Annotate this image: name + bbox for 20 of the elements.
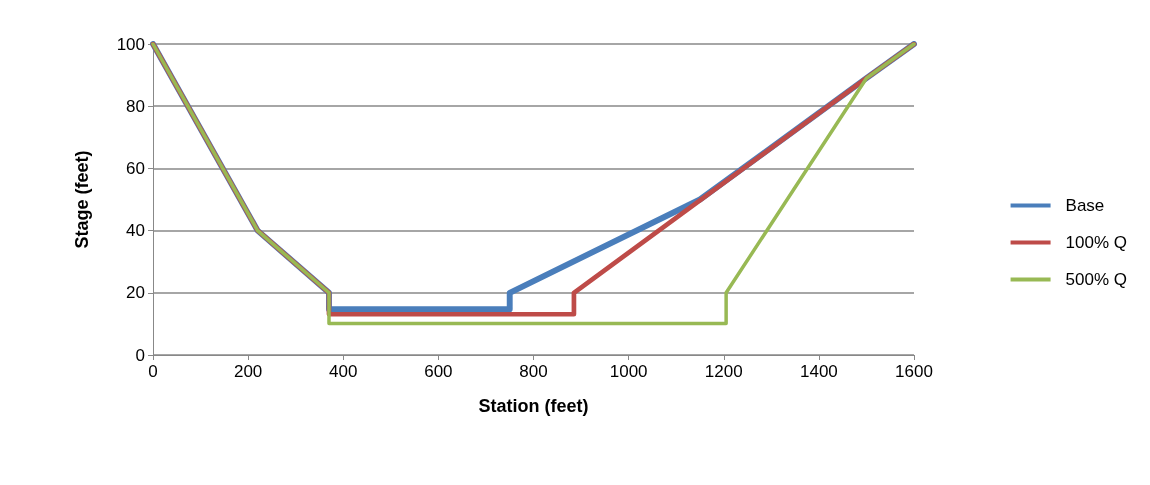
x-tick-label: 1000: [609, 362, 648, 381]
x-axis-title: Station (feet): [478, 396, 589, 416]
legend-label: Base: [1065, 196, 1105, 215]
x-tick-label: 1200: [704, 362, 743, 381]
x-tick-label: 800: [519, 362, 548, 381]
legend-label: 500% Q: [1065, 270, 1128, 289]
y-tick-label: 60: [126, 158, 145, 178]
y-tick-label: 0: [135, 345, 145, 365]
y-tick-label: 100: [116, 34, 145, 54]
x-tick-label: 1600: [895, 362, 933, 381]
x-tick-label: 1400: [799, 362, 838, 381]
y-tick-label: 20: [126, 283, 145, 303]
legend-label: 100% Q: [1065, 233, 1128, 252]
y-tick-label: 80: [126, 96, 145, 116]
x-tick-label: 0: [148, 362, 158, 381]
y-tick-label: 40: [126, 221, 145, 241]
y-axis-title: Stage (feet): [72, 150, 92, 249]
x-tick-label: 200: [233, 362, 263, 381]
x-tick-label: 400: [329, 362, 358, 381]
x-tick-label: 600: [424, 362, 453, 381]
